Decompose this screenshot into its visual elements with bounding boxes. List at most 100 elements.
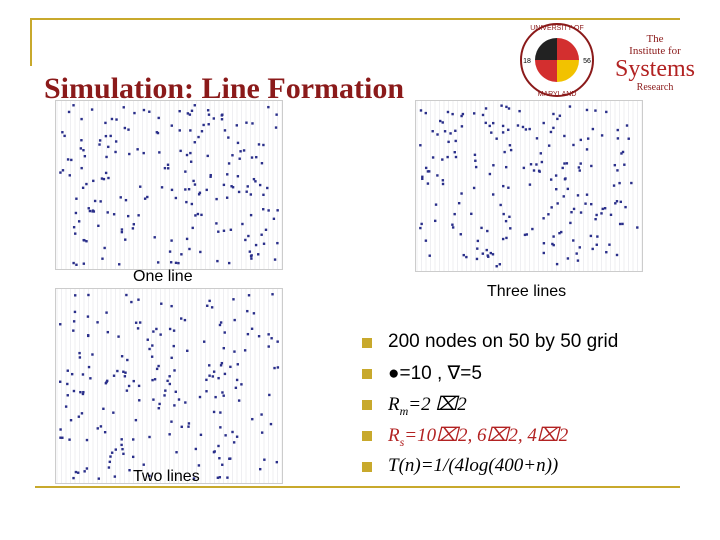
node [148,347,151,351]
node [616,169,619,172]
node [73,310,77,314]
node [451,223,454,226]
node [208,364,211,367]
node [178,109,181,113]
bullet-text: 200 nodes on 50 by 50 grid [388,331,619,352]
node [492,164,495,167]
node [274,126,278,129]
node [441,179,445,182]
plot-border [55,100,283,270]
node [106,330,110,334]
node [106,379,109,383]
node [142,108,146,112]
node [252,312,256,315]
node [153,378,157,381]
node [168,382,172,386]
node [495,137,498,140]
node [185,200,188,204]
node [202,340,206,343]
node [618,181,621,185]
node [215,222,218,225]
node [66,394,69,397]
node [143,197,147,200]
node [552,112,555,116]
node [190,109,194,112]
node [112,213,116,216]
node [218,323,222,327]
node [220,118,224,121]
node [160,186,164,189]
node [199,433,203,437]
node [605,251,608,254]
node [113,475,117,478]
node [210,306,214,309]
node [110,117,114,121]
node [80,117,83,121]
node [166,163,170,166]
node [174,196,178,200]
node [509,227,512,230]
node [205,188,208,192]
node [155,327,158,331]
node [59,171,62,174]
node [125,293,128,297]
node [92,210,96,213]
node [72,261,75,265]
node [473,153,477,157]
node [124,238,127,241]
node [225,196,229,199]
node [81,373,85,376]
node [189,129,192,132]
node [552,243,555,247]
node [267,105,270,109]
symbol: R [388,394,400,415]
node [105,311,108,314]
node [157,407,160,410]
frame-line [30,18,680,20]
node [224,434,227,437]
node [605,110,608,114]
node [572,143,575,147]
node [578,169,581,172]
node [474,159,477,162]
node [565,162,569,165]
node [555,188,558,191]
node [85,240,88,243]
node [237,399,241,402]
seal-text: UNIVERSITY OF [530,25,584,32]
node [547,144,551,147]
node [192,179,195,183]
node [276,209,279,212]
node [229,228,233,231]
node [184,170,187,173]
node [613,163,617,167]
node [222,346,225,350]
node [102,407,105,410]
node [554,174,558,177]
node [481,113,485,117]
node [244,238,247,242]
node [212,117,216,120]
node [449,132,452,135]
node [85,182,88,186]
node [236,141,240,145]
node [539,152,543,155]
node [205,390,208,393]
node [72,476,75,480]
formula: =2 ⌧2 [408,394,467,415]
node [127,128,130,131]
node [460,114,463,118]
node [436,133,439,136]
node [556,202,559,205]
node [529,163,533,166]
node [252,177,256,181]
node [503,150,506,154]
node [124,198,128,202]
node [499,203,502,207]
node [179,149,182,153]
node [180,425,183,429]
node [579,211,583,214]
node [142,463,145,466]
node [563,178,567,181]
